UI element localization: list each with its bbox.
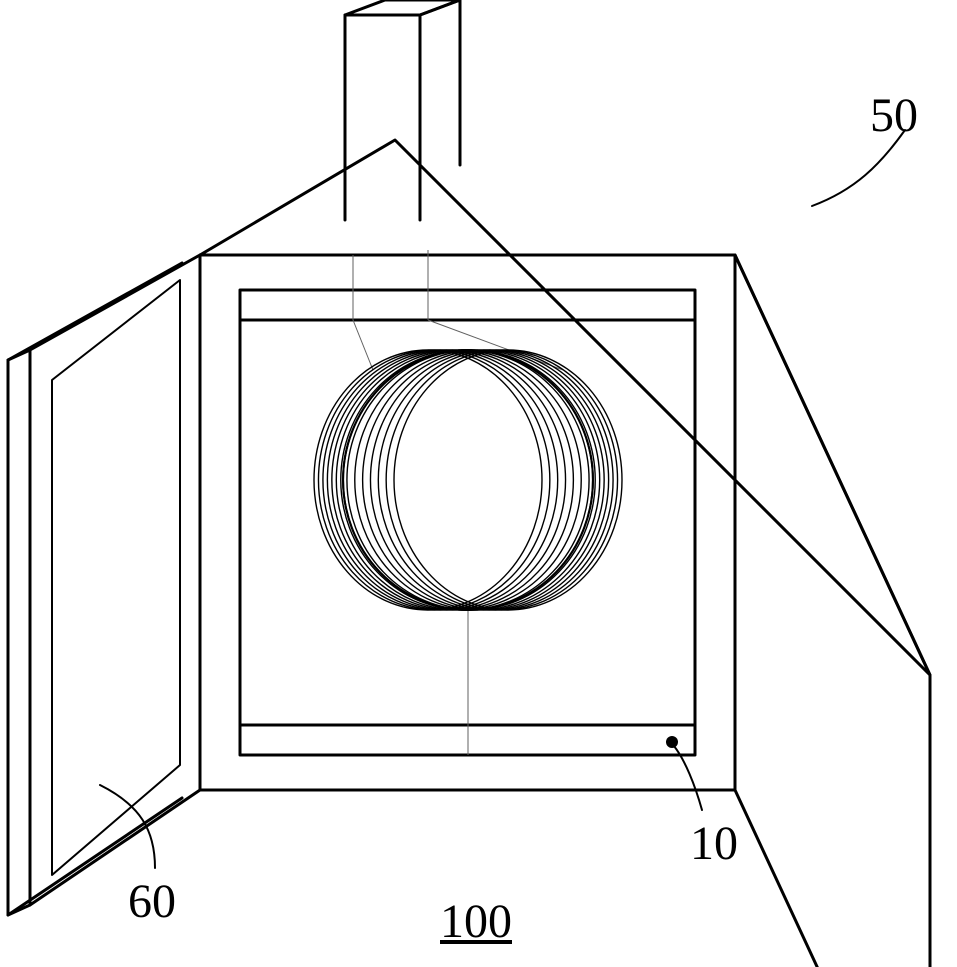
label-10: 10: [690, 820, 738, 868]
figure-number: 100: [440, 898, 512, 946]
label-60: 60: [128, 878, 176, 926]
label-50: 50: [870, 92, 918, 140]
